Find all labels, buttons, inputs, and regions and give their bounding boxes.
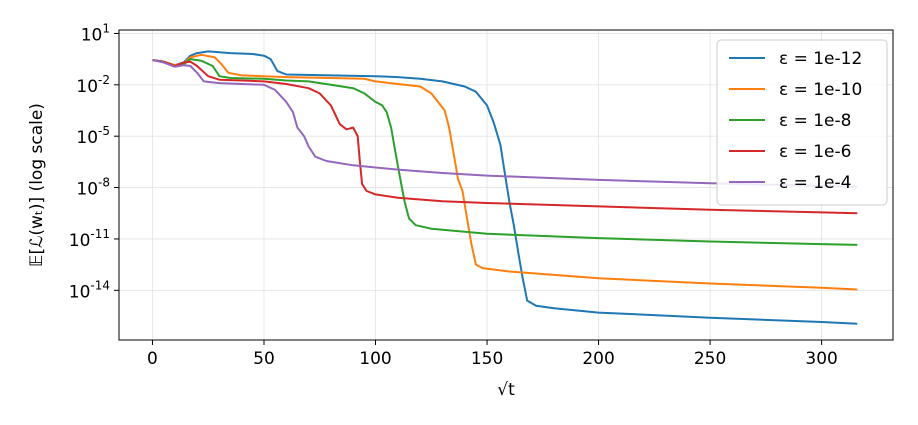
legend-label-1: ε = 1e-10 <box>779 80 862 100</box>
y-tick-exponent: -8 <box>98 176 110 190</box>
y-tick-label: 10-11 <box>69 227 110 251</box>
plot-frame <box>118 29 894 341</box>
series-line-0 <box>152 50 858 325</box>
y-tick-exponent: -5 <box>98 124 110 138</box>
x-tick-label: 50 <box>253 349 275 369</box>
y-tick-label: 101 <box>81 21 110 45</box>
legend-label-2: ε = 1e-8 <box>779 111 851 131</box>
series-line-1 <box>152 53 858 291</box>
legend-label-3: ε = 1e-6 <box>779 142 851 162</box>
axis-ticks: 0 50 100 150 200 250 30010110-210-510-810-1110… <box>69 21 838 369</box>
series-line-4 <box>152 59 858 188</box>
y-tick-base: 10 <box>69 231 91 251</box>
y-axis-label: 𝔼[ℒ(wₜ)] (log scale) <box>27 103 47 267</box>
x-tick-label: 100 <box>359 349 391 369</box>
legend: ε = 1e-12 ε = 1e-10 ε = 1e-8 ε = 1e-6 ε = 1e… <box>716 39 888 206</box>
y-tick-base: 10 <box>76 77 98 97</box>
y-tick-base: 10 <box>69 282 91 302</box>
y-tick-exponent: -2 <box>98 73 110 87</box>
y-tick-label: 10-2 <box>76 73 110 97</box>
x-tick-label: 250 <box>694 349 726 369</box>
y-tick-base: 10 <box>76 128 98 148</box>
legend-label-4: ε = 1e-4 <box>779 173 851 193</box>
y-tick-label: 10-8 <box>76 176 110 200</box>
legend-box <box>716 39 888 206</box>
y-tick-exponent: -11 <box>90 227 110 241</box>
x-axis-label: √t <box>497 380 515 400</box>
y-tick-exponent: -14 <box>90 278 110 292</box>
y-tick-base: 10 <box>76 180 98 200</box>
legend-label-0: ε = 1e-12 <box>779 49 862 69</box>
x-tick-label: 0 <box>147 349 158 369</box>
y-tick-label: 10-14 <box>69 278 110 302</box>
series-line-3 <box>152 59 858 215</box>
y-tick-label: 10-5 <box>76 124 110 148</box>
x-tick-label: 300 <box>805 349 837 369</box>
y-tick-base: 10 <box>81 25 103 45</box>
x-tick-label: 200 <box>582 349 614 369</box>
series-line-2 <box>152 58 858 246</box>
x-tick-label: 150 <box>471 349 503 369</box>
y-tick-exponent: 1 <box>102 21 110 35</box>
series-lines <box>152 50 858 325</box>
